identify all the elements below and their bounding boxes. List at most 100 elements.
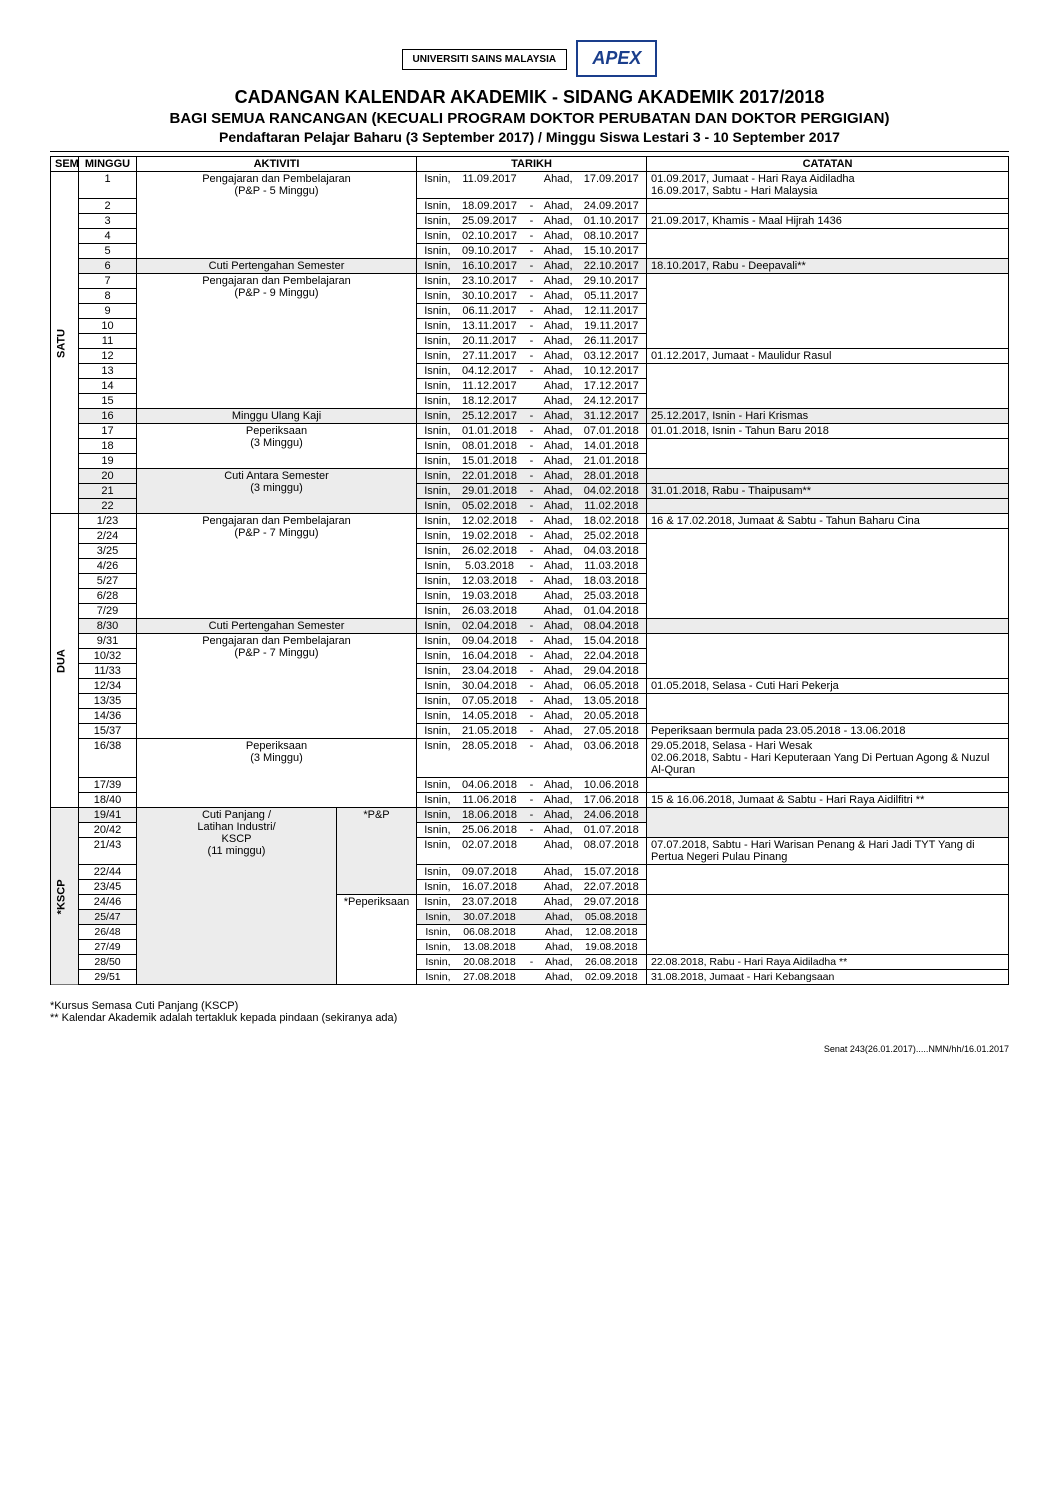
week-cell: 26/48 bbox=[79, 925, 137, 940]
date-part: Isnin, bbox=[417, 229, 455, 244]
date-part: 19.08.2018 bbox=[577, 940, 647, 955]
week-cell: 14/36 bbox=[79, 709, 137, 724]
week-cell: 4/26 bbox=[79, 559, 137, 574]
week-cell: 22 bbox=[79, 499, 137, 514]
note-cell: 29.05.2018, Selasa - Hari Wesak 02.06.20… bbox=[647, 739, 1009, 778]
date-part: 15.04.2018 bbox=[577, 634, 647, 649]
date-part: 26.02.2018 bbox=[455, 544, 525, 559]
date-part: Isnin, bbox=[417, 469, 455, 484]
week-cell: 8 bbox=[79, 289, 137, 304]
date-part: Ahad, bbox=[539, 394, 577, 409]
date-part bbox=[525, 838, 539, 865]
week-cell: 14 bbox=[79, 379, 137, 394]
note-cell bbox=[647, 439, 1009, 469]
note-cell bbox=[647, 634, 1009, 679]
date-part: 25.03.2018 bbox=[577, 589, 647, 604]
activity-cell: Cuti Antara Semester (3 minggu) bbox=[137, 469, 417, 514]
date-part: Isnin, bbox=[417, 289, 455, 304]
date-part: Ahad, bbox=[539, 649, 577, 664]
date-part: Ahad, bbox=[539, 634, 577, 649]
week-cell: 16/38 bbox=[79, 739, 137, 778]
note-cell bbox=[647, 778, 1009, 793]
week-cell: 19/41 bbox=[79, 808, 137, 823]
date-part: 27.05.2018 bbox=[577, 724, 647, 739]
date-part: Isnin, bbox=[417, 244, 455, 259]
date-part: Isnin, bbox=[417, 823, 455, 838]
date-part: Ahad, bbox=[539, 379, 577, 394]
date-part: Ahad, bbox=[539, 955, 577, 970]
date-part: Isnin, bbox=[417, 319, 455, 334]
week-cell: 6 bbox=[79, 259, 137, 274]
date-part: - bbox=[525, 664, 539, 679]
date-part: 23.04.2018 bbox=[455, 664, 525, 679]
week-cell: 20/42 bbox=[79, 823, 137, 838]
date-part: - bbox=[525, 304, 539, 319]
date-part: 09.10.2017 bbox=[455, 244, 525, 259]
week-cell: 1 bbox=[79, 172, 137, 199]
date-part: - bbox=[525, 544, 539, 559]
week-cell: 5/27 bbox=[79, 574, 137, 589]
date-part: Ahad, bbox=[539, 970, 577, 985]
date-part: 19.03.2018 bbox=[455, 589, 525, 604]
date-part: Ahad, bbox=[539, 895, 577, 910]
date-part: 25.12.2017 bbox=[455, 409, 525, 424]
date-part: Isnin, bbox=[417, 634, 455, 649]
date-part bbox=[525, 589, 539, 604]
date-part: 06.11.2017 bbox=[455, 304, 525, 319]
title-reg: Pendaftaran Pelajar Baharu (3 September … bbox=[50, 129, 1009, 145]
activity-cell: Minggu Ulang Kaji bbox=[137, 409, 417, 424]
note-cell: 01.05.2018, Selasa - Cuti Hari Pekerja bbox=[647, 679, 1009, 694]
activity-subcell: *Peperiksaan bbox=[337, 895, 417, 985]
date-part: Ahad, bbox=[539, 865, 577, 880]
date-part: Ahad, bbox=[539, 664, 577, 679]
date-part: Ahad, bbox=[539, 484, 577, 499]
date-part: Isnin, bbox=[417, 529, 455, 544]
date-part: Isnin, bbox=[417, 172, 455, 199]
date-part: - bbox=[525, 199, 539, 214]
date-part: 22.10.2017 bbox=[577, 259, 647, 274]
date-part: 03.12.2017 bbox=[577, 349, 647, 364]
date-part: Isnin, bbox=[417, 514, 455, 529]
date-part: Isnin, bbox=[417, 838, 455, 865]
date-part: Isnin, bbox=[417, 439, 455, 454]
date-part: 16.04.2018 bbox=[455, 649, 525, 664]
date-part: - bbox=[525, 244, 539, 259]
week-cell: 4 bbox=[79, 229, 137, 244]
date-part: 09.07.2018 bbox=[455, 865, 525, 880]
date-part: Isnin, bbox=[417, 664, 455, 679]
date-part: 24.06.2018 bbox=[577, 808, 647, 823]
date-part: Isnin, bbox=[417, 604, 455, 619]
week-cell: 27/49 bbox=[79, 940, 137, 955]
title-main: CADANGAN KALENDAR AKADEMIK - SIDANG AKAD… bbox=[50, 87, 1009, 108]
date-part: Isnin, bbox=[417, 724, 455, 739]
date-part: 30.07.2018 bbox=[455, 910, 525, 925]
activity-cell: Pengajaran dan Pembelajaran (P&P - 5 Min… bbox=[137, 172, 417, 259]
note-cell: 01.12.2017, Jumaat - Maulidur Rasul bbox=[647, 349, 1009, 364]
date-part bbox=[525, 910, 539, 925]
date-part: - bbox=[525, 808, 539, 823]
date-part: 16.07.2018 bbox=[455, 880, 525, 895]
note-cell bbox=[647, 229, 1009, 259]
logo-row: UNIVERSITI SAINS MALAYSIA APEX bbox=[50, 40, 1009, 77]
date-part: 09.04.2018 bbox=[455, 634, 525, 649]
table-row: 8/30Cuti Pertengahan SemesterIsnin,02.04… bbox=[51, 619, 1009, 634]
week-cell: 17/39 bbox=[79, 778, 137, 793]
date-part: Isnin, bbox=[417, 574, 455, 589]
date-part: 21.01.2018 bbox=[577, 454, 647, 469]
date-part: 13.08.2018 bbox=[455, 940, 525, 955]
date-part: 22.04.2018 bbox=[577, 649, 647, 664]
date-part: 12.03.2018 bbox=[455, 574, 525, 589]
week-cell: 15 bbox=[79, 394, 137, 409]
note-cell bbox=[647, 619, 1009, 634]
note-cell bbox=[647, 529, 1009, 619]
week-cell: 29/51 bbox=[79, 970, 137, 985]
note-cell bbox=[647, 865, 1009, 895]
date-part: Isnin, bbox=[417, 880, 455, 895]
note-cell: Peperiksaan bermula pada 23.05.2018 - 13… bbox=[647, 724, 1009, 739]
date-part: - bbox=[525, 529, 539, 544]
date-part: - bbox=[525, 739, 539, 778]
date-part: Isnin, bbox=[417, 955, 455, 970]
date-part: Isnin, bbox=[417, 484, 455, 499]
date-part: Ahad, bbox=[539, 469, 577, 484]
note-cell: 16 & 17.02.2018, Jumaat & Sabtu - Tahun … bbox=[647, 514, 1009, 529]
